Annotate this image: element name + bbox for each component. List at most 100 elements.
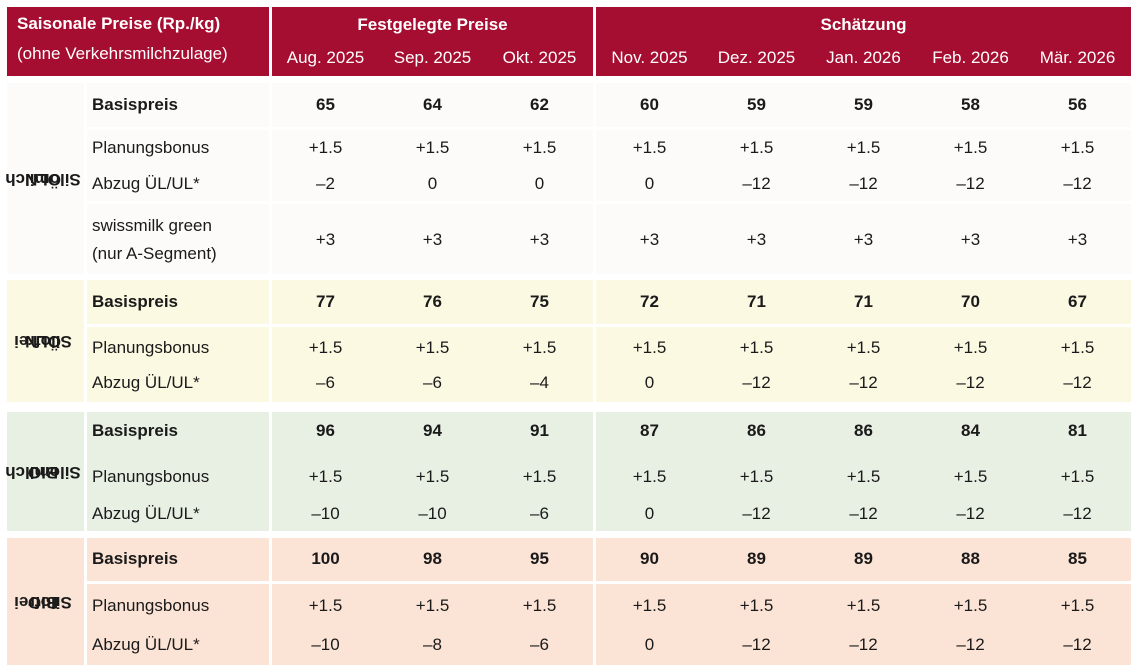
value-cell: +1.5 [415, 138, 450, 157]
header-fixed-prices: Festgelegte Preise Aug. 2025 Sep. 2025 O… [272, 7, 593, 76]
row-label: swissmilk green [92, 216, 212, 235]
value-cell: –6 [316, 373, 335, 392]
value-cell: 0 [534, 174, 545, 193]
value-cell: +3 [960, 230, 981, 249]
value-cell: 59 [854, 95, 873, 114]
row-label: Abzug ÜL/UL* [92, 504, 200, 523]
value-cell: –12 [849, 174, 878, 193]
table-row: Basispreis 77 76 75 72 71 71 70 67 [87, 280, 1131, 324]
value-cell: –10 [311, 504, 340, 523]
table-row: Planungsbonus +1.5 +1.5 +1.5 +1.5 +1.5 +… [87, 130, 1131, 167]
value-cell: +1.5 [308, 138, 343, 157]
value-cell: 75 [530, 292, 549, 311]
value-cell: –10 [418, 504, 447, 523]
value-cell: 64 [423, 95, 442, 114]
column-separator [269, 83, 272, 274]
value-cell: –8 [423, 635, 442, 654]
group-label-line2: Silofrei [13, 592, 72, 612]
value-cell: 0 [644, 635, 655, 654]
value-cell: +3 [853, 230, 874, 249]
month-header: Aug. 2025 [286, 48, 365, 67]
column-separator [269, 412, 272, 531]
value-cell: 70 [961, 292, 980, 311]
group-label-line2: Silofrei [13, 332, 72, 351]
value-cell: 86 [747, 421, 766, 440]
month-header: Nov. 2025 [611, 48, 688, 67]
value-cell: +1.5 [953, 138, 988, 157]
value-cell: –12 [742, 635, 771, 654]
month-header: Dez. 2025 [717, 48, 796, 67]
month-header: Okt. 2025 [502, 48, 577, 67]
value-cell: 71 [854, 292, 873, 311]
row-label: Basispreis [92, 421, 178, 440]
value-cell: 58 [961, 95, 980, 114]
value-cell: –12 [956, 635, 985, 654]
value-cell: 95 [530, 549, 549, 568]
value-cell: –12 [849, 373, 878, 392]
column-separator [84, 280, 87, 402]
column-separator [593, 83, 596, 274]
value-cell: –4 [530, 373, 549, 392]
row-label: Abzug ÜL/UL* [92, 373, 200, 392]
value-cell: 81 [1068, 421, 1087, 440]
value-cell: 89 [747, 549, 766, 568]
table-row: Basispreis 100 98 95 90 89 89 88 85 [87, 538, 1131, 581]
value-cell: +1.5 [522, 467, 557, 486]
value-cell: –12 [849, 635, 878, 654]
table-row: swissmilk green (nur A-Segment) +3 +3 +3… [87, 204, 1131, 274]
value-cell: 98 [423, 549, 442, 568]
value-cell: –12 [956, 373, 985, 392]
value-cell: –12 [742, 504, 771, 523]
row-separator [87, 581, 1131, 584]
value-cell: 94 [423, 421, 442, 440]
value-cell: +1.5 [739, 138, 774, 157]
table-row: Abzug ÜL/UL* –10 –8 –6 0 –12 –12 –12 –12 [87, 627, 1131, 665]
value-cell: 84 [961, 421, 980, 440]
value-cell: +3 [422, 230, 443, 249]
value-cell: 0 [644, 373, 655, 392]
value-cell: +1.5 [739, 338, 774, 357]
value-cell: 71 [747, 292, 766, 311]
group-label: ÖLN Silofrei [7, 280, 78, 402]
value-cell: +1.5 [308, 338, 343, 357]
value-cell: +1.5 [522, 138, 557, 157]
month-header: Jan. 2026 [826, 48, 901, 67]
value-cell: +1.5 [308, 596, 343, 615]
value-cell: +1.5 [522, 596, 557, 615]
value-cell: 76 [423, 292, 442, 311]
group-oeln-silomilch: ÖLN Silomilch Basispreis 65 64 62 60 59 … [4, 83, 1131, 274]
value-cell: –12 [1063, 373, 1092, 392]
value-cell: +1.5 [846, 338, 881, 357]
value-cell: –6 [530, 504, 549, 523]
group-bio-silomilch: BIO Silomilch Basispreis 96 94 91 87 86 … [5, 412, 1131, 531]
value-cell: 91 [530, 421, 549, 440]
row-label: Planungsbonus [92, 596, 210, 615]
row-label: Basispreis [92, 549, 178, 568]
value-cell: 72 [640, 292, 659, 311]
group-label: BIO Silomilch [5, 412, 81, 531]
row-label: Abzug ÜL/UL* [92, 174, 200, 193]
value-cell: +1.5 [953, 596, 988, 615]
estimate-title: Schätzung [820, 15, 907, 34]
column-separator [269, 538, 272, 665]
value-cell: –12 [1063, 504, 1092, 523]
value-cell: 67 [1068, 292, 1087, 311]
value-cell: +1.5 [739, 467, 774, 486]
column-separator [593, 280, 596, 402]
header-title: Saisonale Preise (Rp./kg) [17, 14, 221, 33]
value-cell: –2 [316, 174, 335, 193]
value-cell: –12 [742, 174, 771, 193]
fixed-prices-title: Festgelegte Preise [357, 15, 508, 34]
value-cell: +1.5 [632, 138, 667, 157]
table-row: Abzug ÜL/UL* –2 0 0 0 –12 –12 –12 –12 [87, 167, 1131, 201]
group-label-line2: Silomilch [4, 169, 81, 189]
value-cell: +1.5 [1060, 596, 1095, 615]
value-cell: +3 [639, 230, 660, 249]
value-cell: 86 [854, 421, 873, 440]
value-cell: +3 [1067, 230, 1088, 249]
month-header: Feb. 2026 [932, 48, 1009, 67]
value-cell: 96 [316, 421, 335, 440]
row-label-secondary: (nur A-Segment) [92, 244, 217, 263]
value-cell: +1.5 [415, 338, 450, 357]
column-separator [269, 280, 272, 402]
